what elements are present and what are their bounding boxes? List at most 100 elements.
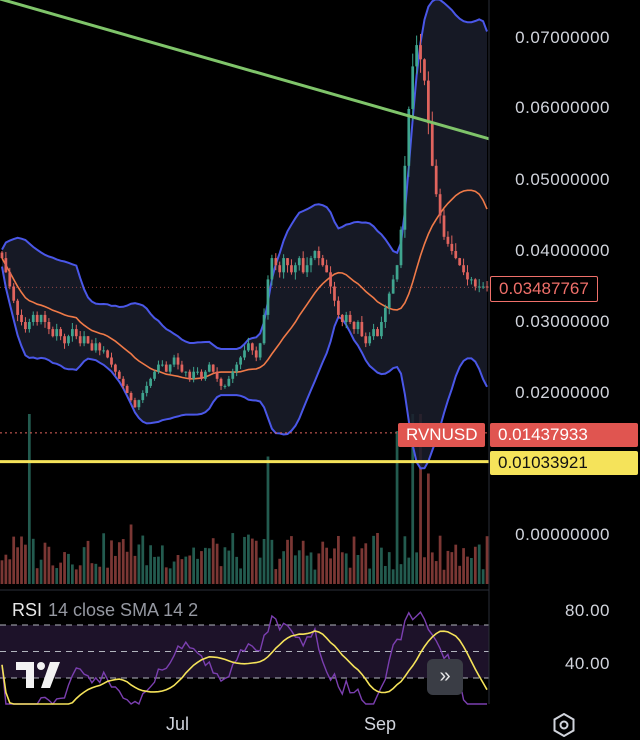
volume-bar (325, 547, 329, 584)
candle-body (481, 286, 485, 288)
volume-bar (293, 555, 297, 584)
candle-body (160, 364, 164, 366)
candle (348, 311, 352, 325)
volume-bar (391, 569, 395, 584)
volume-bar (352, 536, 356, 584)
volume-bar (262, 538, 266, 584)
rsi-sma-line (1, 630, 488, 705)
candle (481, 282, 485, 289)
volume-bar (74, 569, 78, 584)
candle-body (172, 357, 176, 365)
candle-body (20, 314, 23, 322)
volume-bar (0, 560, 4, 584)
volume-bar (235, 556, 239, 584)
candle (153, 370, 156, 381)
candle-body (364, 336, 368, 344)
candle (200, 369, 203, 381)
candle-body (114, 364, 117, 372)
candle (434, 159, 438, 197)
candle-body (313, 251, 317, 259)
candle-body (403, 165, 407, 230)
candle-body (12, 286, 16, 301)
volume-bar (176, 555, 180, 584)
candle-body (239, 357, 242, 365)
candle-body (196, 371, 199, 373)
volume-bar (481, 569, 485, 584)
volume-bar (470, 558, 473, 584)
candle-body (102, 350, 106, 352)
volume-bar (368, 568, 372, 584)
volume-bar (450, 552, 454, 584)
volume-bar (51, 565, 55, 584)
candle-body (176, 357, 180, 365)
candle (247, 337, 250, 352)
volume-bar (286, 539, 289, 584)
volume-bar (231, 533, 235, 584)
support-line-price-tag[interactable]: 0.01033921 (490, 451, 638, 475)
candle (266, 275, 270, 320)
gear-icon[interactable] (552, 713, 576, 737)
candle-body (47, 322, 51, 330)
candle (129, 391, 133, 402)
symbol-price-tag: 0.01437933 (490, 423, 638, 447)
candle-body (286, 258, 289, 266)
volume-bar (192, 547, 196, 584)
time-tick: Sep (364, 714, 397, 734)
symbol-tag[interactable]: RVNUSD (398, 423, 486, 447)
candle (223, 384, 227, 389)
candle-body (423, 59, 426, 81)
candle-body (117, 371, 121, 379)
volume-bar (114, 555, 117, 584)
candle (423, 58, 426, 86)
candle-body (247, 343, 250, 351)
volume-bar (196, 558, 199, 584)
candle-body (344, 314, 348, 322)
candle-body (153, 371, 156, 379)
lower-band (1, 266, 488, 470)
candle (262, 308, 266, 345)
overlay-lines (0, 0, 490, 464)
candle (274, 253, 278, 271)
expand-button[interactable]: » (427, 659, 463, 695)
volume-bar (247, 534, 250, 584)
candle (407, 106, 411, 177)
volume-bar (47, 546, 51, 584)
candle (383, 304, 387, 328)
candle (313, 250, 317, 261)
volume-bar (133, 555, 137, 584)
candle (24, 317, 27, 333)
candle-body (200, 371, 203, 379)
candle-body (219, 378, 223, 386)
candle-body (215, 371, 219, 379)
candle-body (4, 258, 8, 273)
candle-body (352, 322, 356, 330)
volume-bar (239, 568, 242, 584)
candle-body (395, 265, 399, 280)
volume-bar (387, 552, 391, 584)
volume-bar (376, 533, 379, 584)
candle-body (466, 272, 469, 280)
volume-bar (454, 544, 458, 584)
candle (305, 257, 309, 277)
candle-body (31, 314, 35, 322)
candle (196, 367, 199, 375)
tradingview-logo[interactable] (16, 660, 68, 690)
candle (325, 259, 329, 273)
candle-body (24, 322, 27, 330)
volume-bar (434, 561, 438, 584)
candle (321, 254, 325, 267)
candle-body (157, 364, 160, 372)
volume-bar (102, 533, 106, 584)
candle (114, 363, 117, 376)
rsi-legend[interactable]: RSI 14 close SMA 14 2 (12, 600, 198, 621)
volume-bar (485, 536, 489, 584)
volume-bar (129, 524, 133, 584)
volume-bar (333, 548, 336, 584)
volume-bar (188, 555, 192, 584)
candle-body (419, 45, 422, 60)
time-tick: Jul (166, 714, 190, 734)
candle-body (297, 258, 301, 266)
candle (78, 331, 82, 347)
candle (231, 368, 235, 384)
